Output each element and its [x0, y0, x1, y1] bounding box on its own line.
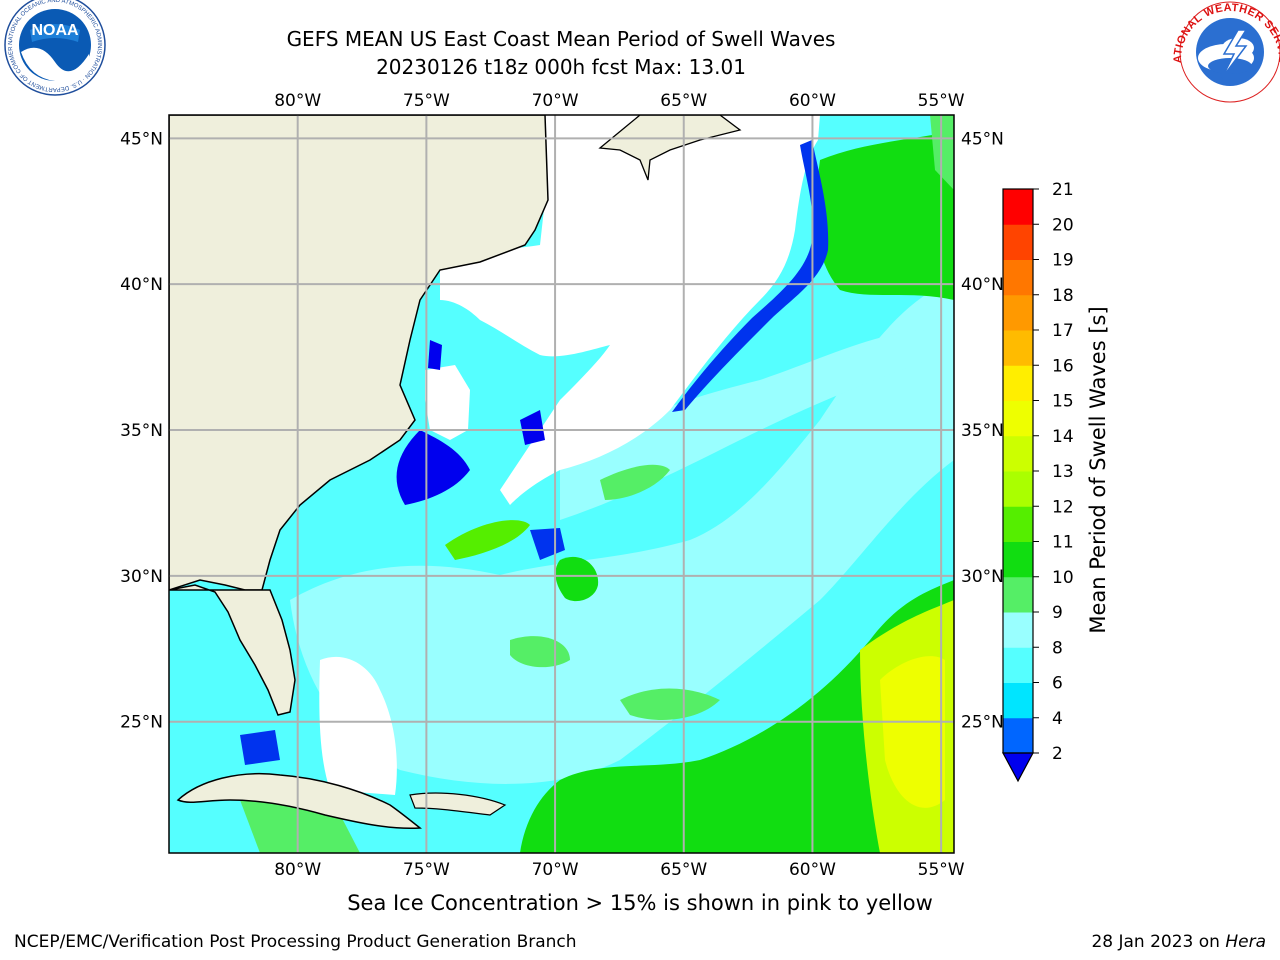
colorbar-tick-label: 14: [1052, 427, 1074, 447]
noaa-logo-text: NOAA: [31, 22, 79, 39]
colorbar-tick-label: 9: [1052, 603, 1063, 623]
colorbar-bin: [1003, 647, 1033, 683]
lat-label-left: 45°N: [120, 129, 163, 149]
lat-label-left: 40°N: [120, 275, 163, 295]
lat-label-right: 30°N: [961, 567, 1004, 587]
colorbar-tick-label: 18: [1052, 286, 1074, 306]
lon-label-top: 75°W: [403, 91, 450, 111]
lat-label-right: 40°N: [961, 275, 1004, 295]
colorbar-bin: [1003, 682, 1033, 719]
map-frame: [168, 114, 955, 854]
lon-label-top: 65°W: [660, 91, 707, 111]
lon-label-top: 60°W: [789, 91, 836, 111]
noaa-logo: NOAA NATIONAL OCEANIC AND ATMOSPHERIC AD…: [0, 0, 106, 96]
colorbar: 2 4 6 8 9 10 11 12 13 14 15 16 17 18 19 20 21: [1001, 180, 1074, 783]
colorbar-bin: [1003, 400, 1033, 437]
colorbar-tick-label: 4: [1052, 709, 1063, 729]
colorbar-bin: [1003, 506, 1033, 542]
colorbar-bin: [1003, 224, 1033, 260]
colorbar-bin: [1003, 189, 1033, 225]
noaa-ring-text: NATIONAL OCEANIC AND ATMOSPHERIC ADMINIS…: [0, 0, 102, 92]
colorbar-bin: [1003, 576, 1033, 613]
colorbar-tick-label: 16: [1052, 356, 1074, 376]
colorbar-tick-label: 2: [1052, 744, 1063, 764]
colorbar-tick-label: 12: [1052, 497, 1074, 517]
graticule: [169, 115, 954, 853]
lon-label-bottom: 75°W: [403, 860, 450, 880]
colorbar-tick-label: 15: [1052, 392, 1074, 412]
chart-subtitle: 20230126 t18z 000h fcst Max: 13.01: [376, 55, 746, 79]
lat-label-right: 45°N: [961, 129, 1004, 149]
lat-label-right: 35°N: [961, 421, 1004, 441]
colorbar-tick-label: 10: [1052, 568, 1074, 588]
lat-label-left: 30°N: [120, 567, 163, 587]
colorbar-bin: [1003, 717, 1033, 754]
footer-date-prefix: 28 Jan 2023 on: [1091, 932, 1226, 952]
colorbar-bin: [1003, 259, 1033, 296]
map-area: [169, 115, 954, 853]
lon-label-top: 55°W: [918, 91, 965, 111]
colorbar-tick-label: 6: [1052, 674, 1063, 694]
colorbar-tick-label: 8: [1052, 638, 1063, 658]
footer-date: 28 Jan 2023 on Hera: [1091, 932, 1266, 952]
colorbar-tick-label: 11: [1052, 533, 1074, 553]
lon-label-top: 80°W: [274, 91, 321, 111]
colorbar-bin: [1003, 612, 1033, 648]
colorbar-label: Mean Period of Swell Waves [s]: [1086, 306, 1110, 633]
colorbar-bin: [1003, 541, 1033, 578]
colorbar-frame: [1002, 188, 1034, 754]
colorbar-tick-label: 19: [1052, 251, 1074, 271]
colorbar-bin: [1003, 330, 1033, 366]
sea-ice-caption: Sea Ice Concentration > 15% is shown in …: [347, 891, 933, 915]
colorbar-tick-label: 20: [1052, 215, 1074, 235]
lon-label-top: 70°W: [532, 91, 579, 111]
colorbar-tick-label: 21: [1052, 180, 1074, 200]
lon-label-bottom: 55°W: [918, 860, 965, 880]
colorbar-bin: [1003, 471, 1033, 507]
svg-text:NATIONAL OCEANIC AND ATMOSPHER: NATIONAL OCEANIC AND ATMOSPHERIC ADMINIS…: [0, 0, 102, 92]
colorbar-bin: [1003, 294, 1033, 331]
lat-label-right: 25°N: [961, 713, 1004, 733]
colorbar-bin: [1003, 365, 1033, 401]
footer-host: Hera: [1225, 932, 1266, 952]
lat-label-left: 25°N: [120, 713, 163, 733]
footer-credit: NCEP/EMC/Verification Post Processing Pr…: [14, 932, 577, 952]
lon-label-bottom: 65°W: [660, 860, 707, 880]
chart-title: GEFS MEAN US East Coast Mean Period of S…: [286, 27, 836, 51]
colorbar-tick-label: 17: [1052, 321, 1074, 341]
lon-label-bottom: 70°W: [532, 860, 579, 880]
colorbar-bin: [1003, 435, 1033, 472]
lon-label-bottom: 60°W: [789, 860, 836, 880]
colorbar-tick-label: 13: [1052, 462, 1074, 482]
lon-label-bottom: 80°W: [274, 860, 321, 880]
colorbar-under-arrow: [1001, 752, 1035, 783]
lat-label-left: 35°N: [120, 421, 163, 441]
nws-logo: NATIONAL WEATHER SERVICE: [0, 0, 1280, 103]
